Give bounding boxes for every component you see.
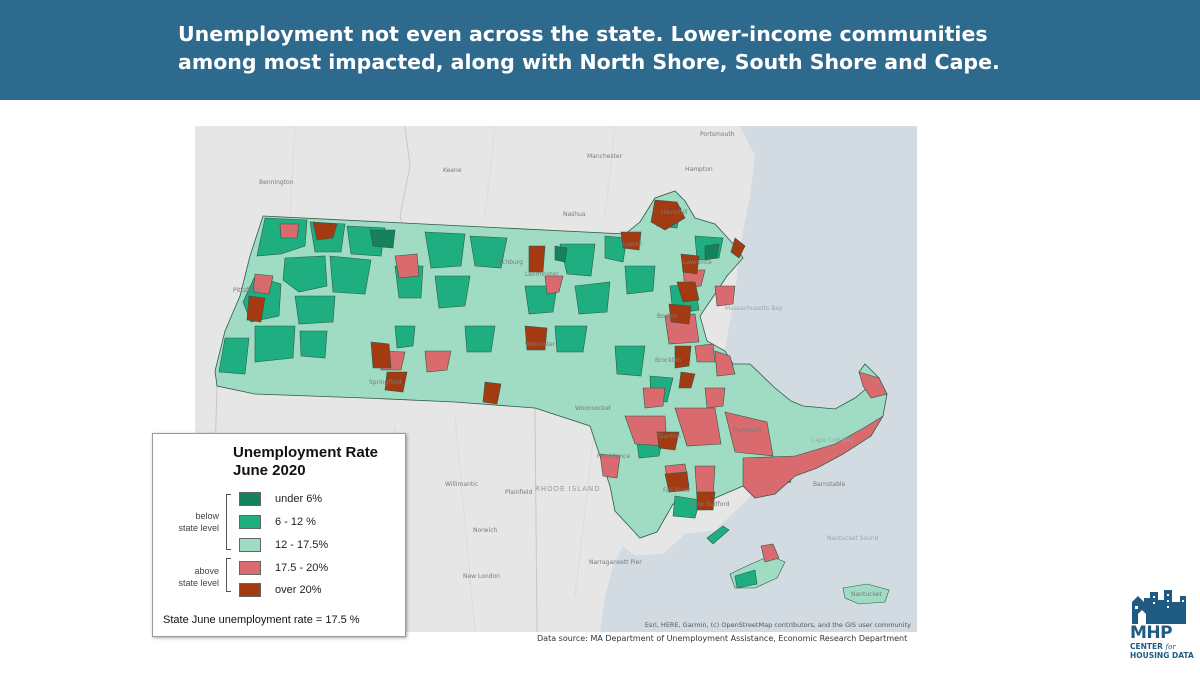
label-new-london: New London xyxy=(463,573,500,580)
logo-for-text: for xyxy=(1165,643,1176,651)
legend-label-over-20: over 20% xyxy=(275,584,322,596)
legend-label-under-6: under 6% xyxy=(275,493,323,505)
legend-group-below-line-1: below xyxy=(195,511,219,521)
label-willimantic: Willimantic xyxy=(445,481,478,488)
label-leominster: Leominster xyxy=(525,271,559,278)
logo-mhp-text: MHP xyxy=(1130,623,1173,643)
label-massachusetts-bay: Massachusetts Bay xyxy=(725,305,783,312)
state-border-ct-ri xyxy=(534,407,538,632)
legend-group-above-line-2: state level xyxy=(178,578,219,588)
label-manchester: Manchester xyxy=(587,153,623,160)
label-nantucket-sound: Nantucket Sound xyxy=(827,535,879,542)
label-barnstable: Barnstable xyxy=(813,481,846,488)
legend-title: Unemployment Rate June 2020 xyxy=(233,444,378,480)
narragansett-bay xyxy=(600,546,635,632)
label-fall-river: Fall River xyxy=(663,487,691,494)
marthas-vineyard-pink xyxy=(760,543,780,563)
label-pittsfield: Pittsfield xyxy=(233,287,259,294)
label-taunton: Taunton xyxy=(656,433,681,440)
title-line-2: among most impacted, along with North Sh… xyxy=(178,50,1000,74)
legend-item-12-17-5: 12 - 17.5% xyxy=(239,537,328,553)
elizabeth-islands xyxy=(706,525,730,545)
legend-group-above-line-1: above xyxy=(194,566,219,576)
legend-swatch-17-5-20 xyxy=(239,561,261,575)
label-brockton: Brockton xyxy=(655,357,682,364)
legend-group-below: below state level xyxy=(161,510,219,534)
logo-housing-data-text: HOUSING DATA xyxy=(1130,651,1194,660)
label-springfield: Springfield xyxy=(369,379,402,386)
label-lawrence: Lawrence xyxy=(683,259,712,266)
label-boston: Boston xyxy=(657,313,678,320)
label-providence: Providence xyxy=(597,453,630,460)
legend-label-12-17-5: 12 - 17.5% xyxy=(275,539,329,551)
label-narragansett: Narragansett Pier xyxy=(589,559,642,566)
label-plymouth: Plymouth xyxy=(733,427,762,434)
map-legend: Unemployment Rate June 2020 below state … xyxy=(152,433,406,637)
label-fitchburg: Fitchburg xyxy=(495,259,523,266)
label-nantucket: Nantucket xyxy=(851,591,882,598)
legend-bracket-below xyxy=(226,494,231,550)
legend-item-17-5-20: 17.5 - 20% xyxy=(239,560,328,576)
label-plainfield: Plainfield xyxy=(505,489,533,496)
label-lowell: Lowell xyxy=(623,241,642,248)
legend-label-6-12: 6 - 12 % xyxy=(275,516,316,528)
logo-center-text: CENTER xyxy=(1130,642,1163,651)
label-new-bedford: New Bedford xyxy=(691,501,730,508)
header-banner: Unemployment not even across the state. … xyxy=(0,0,1200,100)
mhp-logo: MHP CENTER for HOUSING DATA xyxy=(1130,588,1194,668)
state-unemployment-rate: State June unemployment rate = 17.5 % xyxy=(163,614,360,626)
label-rhode-island: RHODE ISLAND xyxy=(535,485,601,493)
label-hampton: Hampton xyxy=(685,166,713,173)
label-keene: Keene xyxy=(443,167,462,174)
map-attribution: Esri, HERE, Garmin, (c) OpenStreetMap co… xyxy=(644,621,911,629)
ocean xyxy=(625,126,917,632)
legend-group-below-line-2: state level xyxy=(178,523,219,533)
legend-title-line-2: June 2020 xyxy=(233,462,306,479)
legend-item-6-12: 6 - 12 % xyxy=(239,514,316,530)
legend-swatch-over-20 xyxy=(239,583,261,597)
legend-title-line-1: Unemployment Rate xyxy=(233,444,379,461)
label-cape-cod-bay: Cape Cod Bay xyxy=(811,437,854,444)
legend-item-under-6: under 6% xyxy=(239,491,322,507)
legend-group-above: above state level xyxy=(161,565,219,589)
label-haverhill: Haverhill xyxy=(661,209,688,216)
category-over-20 xyxy=(246,199,746,511)
logo-center-line: CENTER for xyxy=(1130,642,1176,651)
map-canvas: Portsmouth Manchester Hampton Keene Nash… xyxy=(209,126,917,632)
label-woonsocket: Woonsocket xyxy=(575,405,612,412)
label-portsmouth: Portsmouth xyxy=(700,131,735,138)
label-bennington: Bennington xyxy=(259,179,294,186)
page-title: Unemployment not even across the state. … xyxy=(178,20,1000,76)
nantucket-island xyxy=(842,583,890,605)
marthas-vineyard-green xyxy=(734,569,758,589)
label-norwich: Norwich xyxy=(473,527,497,534)
legend-item-over-20: over 20% xyxy=(239,582,321,598)
legend-label-17-5-20: 17.5 - 20% xyxy=(275,562,329,574)
legend-swatch-12-17-5 xyxy=(239,538,261,552)
legend-swatch-6-12 xyxy=(239,515,261,529)
legend-bracket-above xyxy=(226,558,231,592)
legend-swatch-under-6 xyxy=(239,492,261,506)
label-nashua: Nashua xyxy=(563,211,586,218)
logo-buildings-icon xyxy=(1132,590,1186,624)
label-worcester: Worcester xyxy=(525,341,556,348)
data-source-note: Data source: MA Department of Unemployme… xyxy=(537,634,908,643)
category-under-6 xyxy=(369,229,720,263)
title-line-1: Unemployment not even across the state. … xyxy=(178,22,988,46)
